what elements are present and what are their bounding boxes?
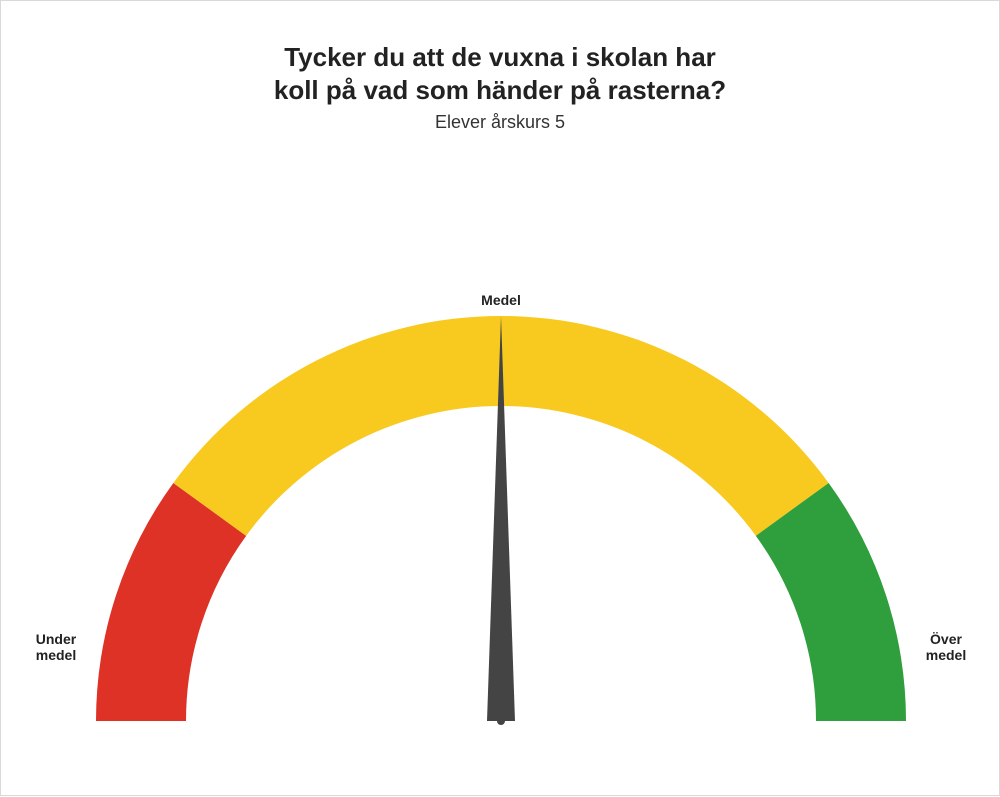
gauge-label-medel: Medel <box>461 292 541 308</box>
gauge-chart <box>1 1 1000 797</box>
chart-frame: Tycker du att de vuxna i skolan har koll… <box>0 0 1000 796</box>
gauge-label-over-medel: Över medel <box>916 631 976 663</box>
gauge-needle-hub <box>497 717 505 725</box>
gauge-label-under-medel: Under medel <box>26 631 86 663</box>
